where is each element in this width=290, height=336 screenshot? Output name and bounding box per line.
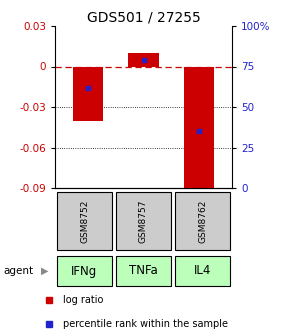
Bar xyxy=(175,256,230,286)
Text: GSM8762: GSM8762 xyxy=(198,199,207,243)
Bar xyxy=(128,53,159,67)
Text: IFNg: IFNg xyxy=(71,264,98,278)
Text: ▶: ▶ xyxy=(41,266,48,276)
Text: percentile rank within the sample: percentile rank within the sample xyxy=(63,319,228,329)
Bar xyxy=(57,192,112,250)
Bar xyxy=(57,256,112,286)
Text: agent: agent xyxy=(3,266,33,276)
Text: log ratio: log ratio xyxy=(63,295,103,305)
Bar xyxy=(175,192,230,250)
Text: IL4: IL4 xyxy=(194,264,211,278)
Text: GSM8752: GSM8752 xyxy=(80,199,89,243)
Bar xyxy=(184,67,214,190)
Title: GDS501 / 27255: GDS501 / 27255 xyxy=(87,11,200,25)
Bar xyxy=(116,256,171,286)
Bar xyxy=(116,192,171,250)
Text: GSM8757: GSM8757 xyxy=(139,199,148,243)
Text: TNFa: TNFa xyxy=(129,264,158,278)
Bar xyxy=(73,67,104,121)
